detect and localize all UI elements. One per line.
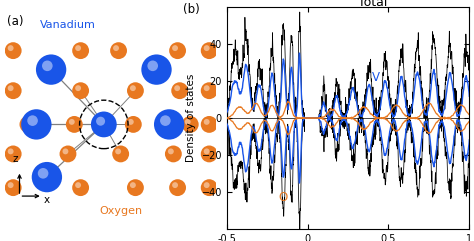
Y-axis label: Density of states: Density of states [186, 74, 196, 162]
Circle shape [204, 182, 210, 188]
Text: z: z [12, 154, 18, 164]
Circle shape [201, 82, 218, 99]
Circle shape [130, 182, 136, 188]
Circle shape [171, 82, 188, 99]
Circle shape [147, 60, 158, 71]
Circle shape [204, 45, 210, 51]
Circle shape [5, 179, 22, 196]
Circle shape [165, 146, 182, 162]
Circle shape [27, 115, 38, 126]
Circle shape [69, 119, 75, 125]
Circle shape [201, 42, 218, 59]
Circle shape [72, 82, 89, 99]
Circle shape [172, 182, 178, 188]
Circle shape [127, 179, 144, 196]
Circle shape [96, 117, 105, 126]
Circle shape [19, 116, 36, 133]
Circle shape [66, 116, 83, 133]
Circle shape [5, 146, 22, 162]
Circle shape [32, 162, 62, 192]
Circle shape [128, 119, 134, 125]
Circle shape [63, 148, 68, 154]
Circle shape [201, 146, 218, 162]
Circle shape [75, 85, 81, 91]
Circle shape [75, 45, 81, 51]
Circle shape [201, 116, 218, 133]
Circle shape [38, 168, 48, 179]
Circle shape [8, 182, 14, 188]
Circle shape [141, 54, 172, 85]
Text: V: V [372, 71, 380, 84]
Circle shape [5, 42, 22, 59]
Circle shape [21, 109, 52, 140]
Text: x: x [44, 195, 50, 205]
Circle shape [160, 115, 171, 126]
Circle shape [204, 148, 210, 154]
Text: Vanadium: Vanadium [40, 20, 96, 30]
Circle shape [130, 85, 136, 91]
Circle shape [8, 148, 14, 154]
Circle shape [36, 54, 66, 85]
Circle shape [169, 42, 186, 59]
Circle shape [169, 179, 186, 196]
Text: (a): (a) [7, 15, 23, 28]
Circle shape [5, 82, 22, 99]
Circle shape [168, 148, 174, 154]
Circle shape [204, 119, 210, 125]
Text: (b): (b) [183, 3, 200, 16]
Circle shape [154, 109, 184, 140]
Circle shape [204, 85, 210, 91]
Circle shape [185, 119, 191, 125]
Circle shape [174, 85, 180, 91]
Circle shape [110, 42, 127, 59]
Circle shape [72, 179, 89, 196]
Circle shape [201, 179, 218, 196]
Circle shape [22, 119, 28, 125]
Circle shape [127, 82, 144, 99]
Text: Oxygen: Oxygen [99, 206, 142, 216]
Circle shape [172, 45, 178, 51]
Circle shape [60, 146, 76, 162]
Circle shape [91, 112, 117, 137]
Circle shape [113, 45, 119, 51]
Circle shape [42, 60, 53, 71]
Circle shape [8, 85, 14, 91]
Circle shape [115, 148, 121, 154]
Circle shape [125, 116, 142, 133]
Circle shape [182, 116, 199, 133]
Circle shape [112, 146, 129, 162]
Circle shape [8, 45, 14, 51]
Text: O: O [279, 191, 288, 204]
Title: Total: Total [357, 0, 387, 9]
Circle shape [75, 182, 81, 188]
Circle shape [72, 42, 89, 59]
